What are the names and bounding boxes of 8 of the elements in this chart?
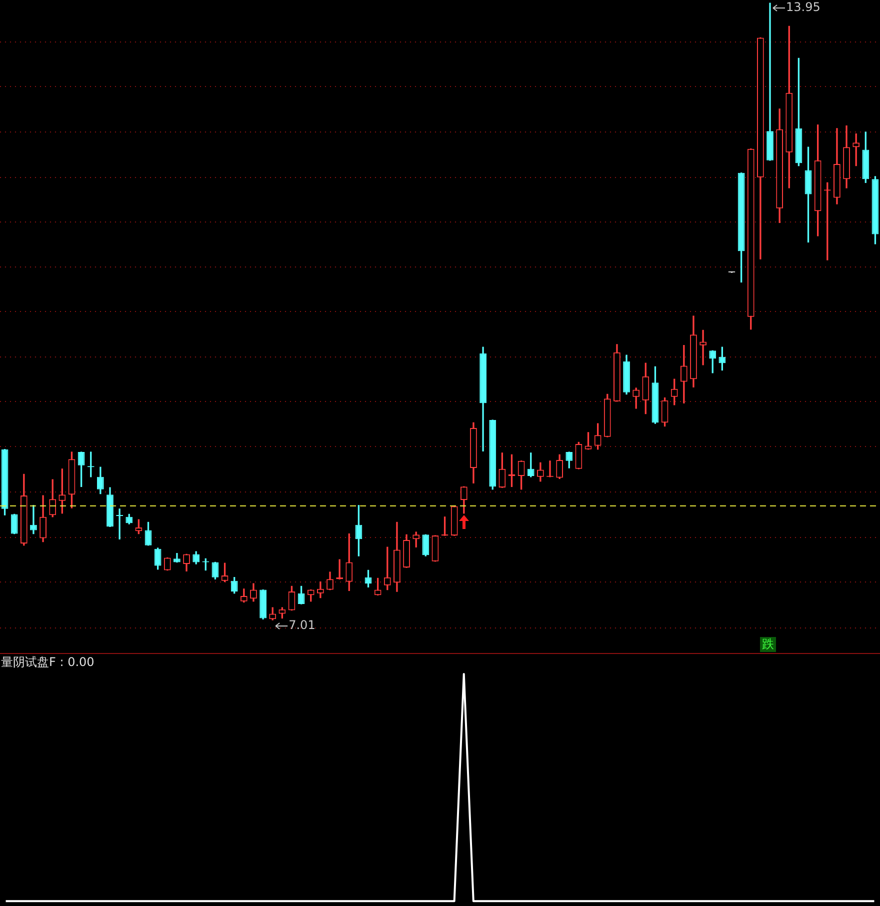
candlestick: [30, 504, 37, 534]
candlestick: [700, 330, 706, 366]
text: 跌: [760, 637, 776, 652]
chart-title: 量阴试盘F : 0.00: [1, 655, 94, 669]
candlestick: [116, 508, 124, 540]
candlestick: [766, 2, 774, 161]
annotation: 13.95: [786, 0, 820, 14]
annotation: 7.01: [288, 618, 316, 632]
